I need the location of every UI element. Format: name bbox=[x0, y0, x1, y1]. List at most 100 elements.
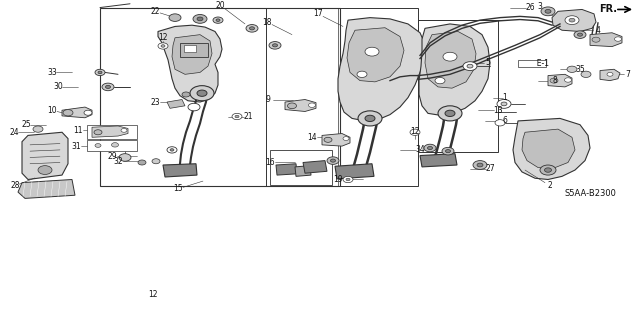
Circle shape bbox=[445, 149, 451, 153]
Circle shape bbox=[95, 69, 105, 76]
Polygon shape bbox=[552, 10, 596, 31]
Text: 2: 2 bbox=[548, 181, 552, 190]
Text: 6: 6 bbox=[502, 116, 508, 125]
Circle shape bbox=[324, 137, 332, 142]
Circle shape bbox=[343, 176, 353, 183]
Text: 25: 25 bbox=[21, 120, 31, 129]
Polygon shape bbox=[276, 164, 297, 175]
Polygon shape bbox=[22, 132, 68, 180]
Text: 14: 14 bbox=[307, 133, 317, 142]
Polygon shape bbox=[285, 100, 316, 111]
Polygon shape bbox=[590, 33, 622, 47]
Circle shape bbox=[119, 154, 131, 161]
Circle shape bbox=[327, 157, 339, 164]
Text: 30: 30 bbox=[53, 83, 63, 92]
Bar bbox=[180, 43, 208, 57]
Text: 17: 17 bbox=[313, 9, 323, 18]
Circle shape bbox=[545, 168, 552, 172]
Circle shape bbox=[250, 27, 255, 30]
Circle shape bbox=[169, 14, 181, 21]
Circle shape bbox=[607, 72, 613, 76]
Circle shape bbox=[95, 144, 101, 148]
Circle shape bbox=[170, 148, 174, 151]
Polygon shape bbox=[295, 166, 311, 176]
Circle shape bbox=[545, 10, 551, 13]
Circle shape bbox=[84, 110, 92, 115]
Circle shape bbox=[365, 47, 379, 56]
Text: 15: 15 bbox=[173, 184, 183, 194]
Polygon shape bbox=[163, 164, 197, 177]
Polygon shape bbox=[172, 35, 212, 74]
Text: 29: 29 bbox=[107, 152, 117, 161]
Circle shape bbox=[445, 110, 455, 116]
Text: 12: 12 bbox=[158, 33, 168, 42]
Polygon shape bbox=[600, 69, 620, 81]
Text: 11: 11 bbox=[73, 126, 83, 135]
Circle shape bbox=[111, 143, 118, 147]
Text: 7: 7 bbox=[625, 70, 630, 79]
Text: 16: 16 bbox=[265, 158, 275, 167]
Text: 4: 4 bbox=[596, 26, 600, 35]
Polygon shape bbox=[420, 154, 457, 167]
Circle shape bbox=[442, 148, 454, 155]
Text: 10: 10 bbox=[47, 106, 57, 115]
Circle shape bbox=[33, 126, 43, 132]
Polygon shape bbox=[335, 164, 374, 179]
Polygon shape bbox=[347, 28, 404, 82]
Polygon shape bbox=[62, 107, 92, 118]
Circle shape bbox=[477, 163, 483, 167]
Text: 35: 35 bbox=[575, 65, 585, 74]
Text: E-1: E-1 bbox=[532, 59, 549, 68]
Circle shape bbox=[106, 85, 111, 89]
Circle shape bbox=[197, 17, 203, 21]
Circle shape bbox=[463, 62, 477, 70]
Polygon shape bbox=[158, 25, 222, 102]
Circle shape bbox=[443, 52, 457, 61]
Circle shape bbox=[190, 86, 214, 101]
Circle shape bbox=[232, 113, 242, 120]
Polygon shape bbox=[92, 126, 128, 137]
Text: 23: 23 bbox=[150, 98, 160, 107]
Text: 8: 8 bbox=[552, 76, 557, 85]
Circle shape bbox=[574, 31, 586, 38]
Text: 31: 31 bbox=[71, 142, 81, 151]
Circle shape bbox=[98, 71, 102, 74]
Circle shape bbox=[357, 71, 367, 77]
Circle shape bbox=[102, 83, 114, 91]
Circle shape bbox=[365, 115, 375, 122]
Circle shape bbox=[161, 45, 165, 47]
Text: 27: 27 bbox=[485, 164, 495, 173]
Text: 18: 18 bbox=[262, 18, 272, 27]
Polygon shape bbox=[513, 118, 590, 180]
Polygon shape bbox=[167, 100, 185, 108]
Circle shape bbox=[424, 144, 436, 152]
Text: 32: 32 bbox=[113, 157, 123, 166]
Text: 12: 12 bbox=[148, 290, 157, 299]
Circle shape bbox=[188, 103, 200, 111]
Bar bbox=[184, 45, 196, 52]
Text: 26: 26 bbox=[525, 3, 535, 12]
Text: 12: 12 bbox=[410, 126, 420, 135]
Circle shape bbox=[540, 165, 556, 175]
Polygon shape bbox=[548, 74, 572, 87]
Circle shape bbox=[501, 102, 507, 106]
Text: 1: 1 bbox=[502, 93, 508, 102]
Circle shape bbox=[193, 14, 207, 23]
Circle shape bbox=[121, 129, 127, 132]
Circle shape bbox=[577, 33, 582, 36]
Text: 3: 3 bbox=[538, 2, 543, 11]
Circle shape bbox=[497, 100, 511, 108]
Polygon shape bbox=[419, 24, 490, 115]
Circle shape bbox=[273, 44, 278, 47]
Circle shape bbox=[358, 111, 382, 126]
Text: FR.: FR. bbox=[599, 4, 617, 14]
Polygon shape bbox=[338, 18, 425, 121]
Circle shape bbox=[438, 106, 462, 121]
Text: 28: 28 bbox=[10, 181, 20, 190]
Circle shape bbox=[495, 120, 505, 126]
Text: 13: 13 bbox=[493, 106, 503, 115]
Text: 20: 20 bbox=[215, 1, 225, 10]
Polygon shape bbox=[303, 161, 327, 173]
Polygon shape bbox=[322, 133, 350, 146]
Text: 9: 9 bbox=[266, 95, 271, 104]
